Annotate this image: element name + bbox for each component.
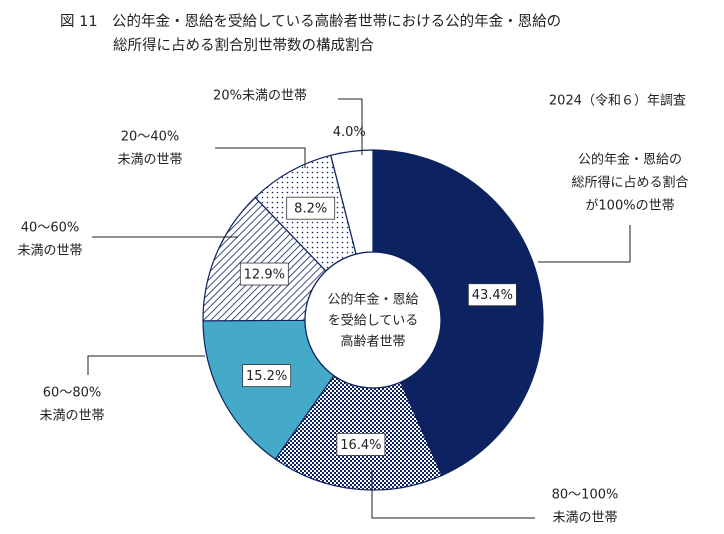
value-label-box [286, 196, 336, 220]
category-label: 未満の世帯 [117, 153, 182, 168]
chart-title: 総所得に占める割合別世帯数の構成割合 [113, 37, 374, 54]
value-label-box [467, 283, 517, 307]
value-label-box [239, 262, 289, 286]
category-label: 未満の世帯 [39, 409, 104, 424]
center-label: 高齢者世帯 [340, 334, 405, 350]
category-label: 20%未満の世帯 [213, 89, 307, 104]
category-label: 未満の世帯 [552, 511, 617, 526]
category-label: 60～80% [43, 386, 101, 401]
category-label: が100%の世帯 [585, 199, 674, 214]
subtitle: 2024（令和６）年調査 [549, 94, 686, 109]
category-label: 20～40% [121, 130, 179, 145]
value-label-box [336, 433, 386, 456]
category-label: 未満の世帯 [17, 244, 82, 259]
chart-title: 図 11 公的年金・恩給を受給している高齢者世帯における公的年金・恩給の [60, 13, 561, 30]
value-label: 43.4% [472, 288, 513, 303]
value-label-box [242, 364, 292, 387]
leader-line [338, 98, 363, 155]
category-label: 総所得に占める割合 [571, 175, 688, 191]
leader-line [538, 225, 631, 263]
category-label: 40～60% [21, 221, 79, 236]
value-label: 4.0% [333, 125, 366, 140]
value-label: 12.9% [244, 268, 285, 283]
leader-line [371, 470, 535, 519]
category-label: 80～100% [552, 488, 619, 503]
category-label: 公的年金・恩給の [578, 152, 682, 168]
value-label: 16.4% [340, 438, 381, 453]
center-label: を受給している [328, 314, 419, 329]
center-hole [304, 251, 442, 389]
leader-line [215, 147, 306, 168]
leader-line [87, 355, 205, 375]
value-label: 8.2% [294, 202, 327, 217]
value-label: 15.2% [246, 369, 287, 384]
center-label: 公的年金・恩給 [327, 292, 418, 308]
